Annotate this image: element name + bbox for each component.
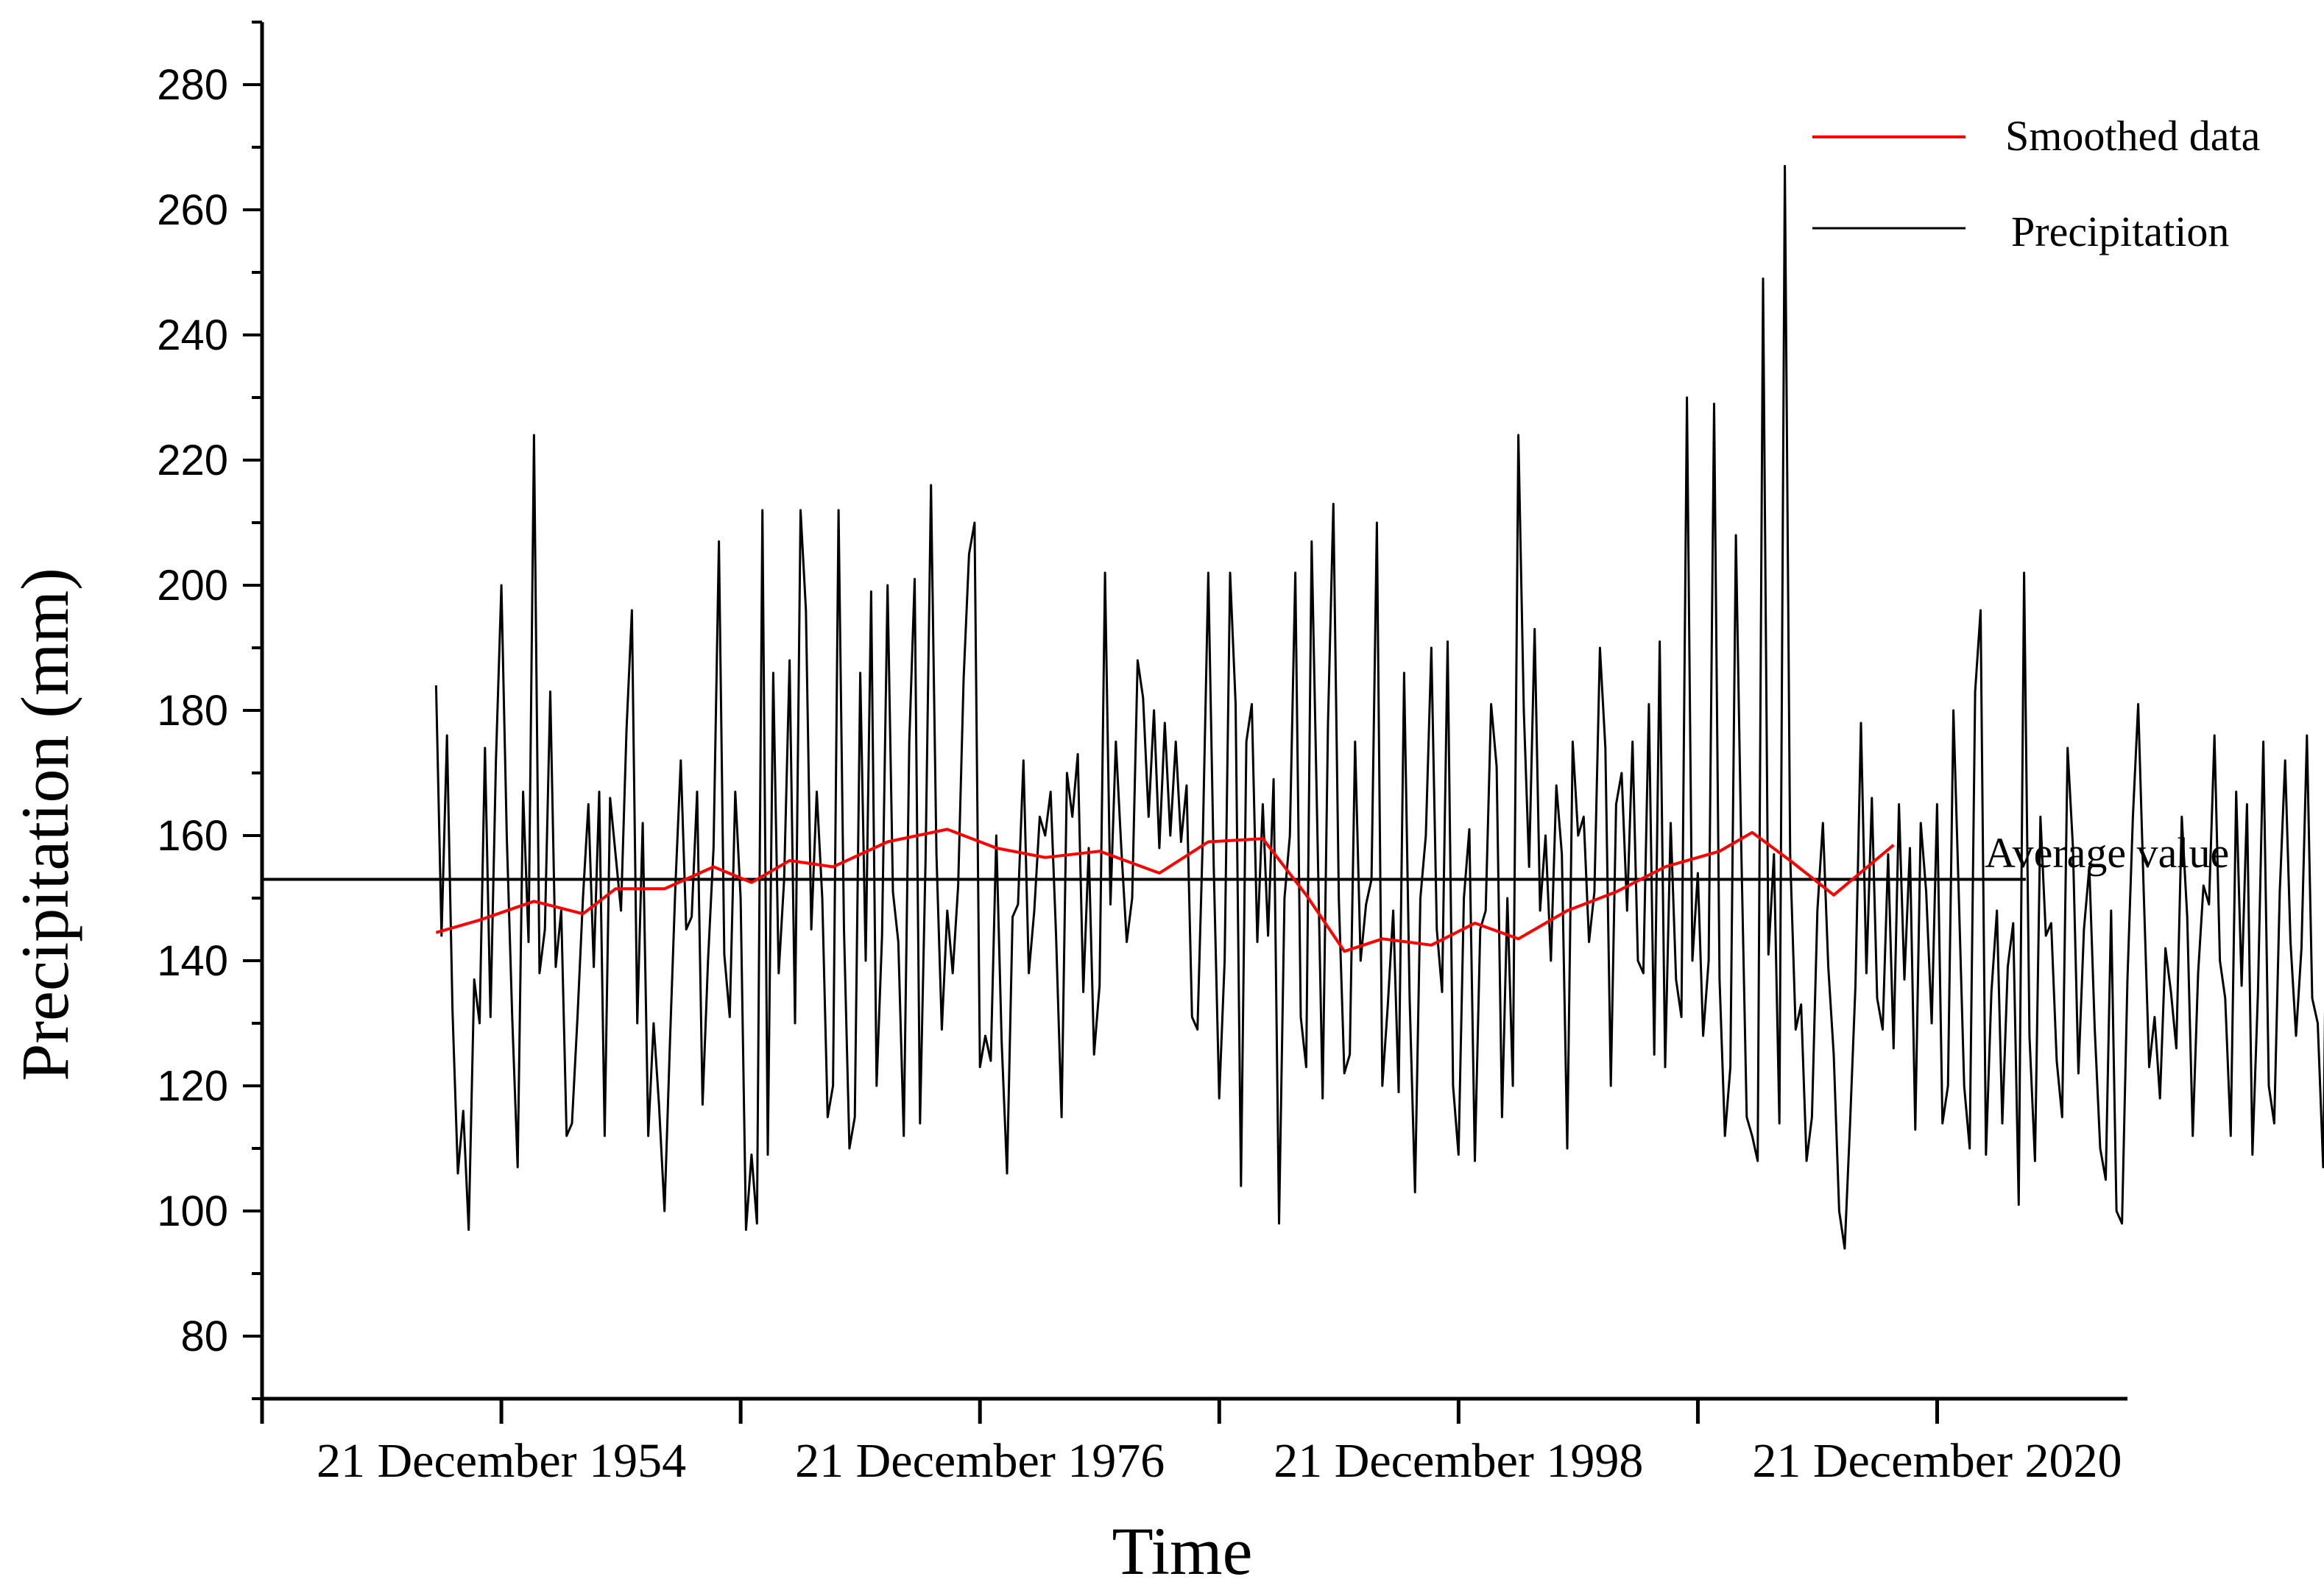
y-axis-title: Precipitation (mm) [7,568,82,1081]
legend-label-smoothed: Smoothed data [2005,112,2260,160]
y-tick-label: 120 [157,1062,228,1110]
legend: Smoothed data Precipitation [1812,112,2260,255]
y-tick-label: 260 [157,186,228,234]
y-tick-label: 240 [157,311,228,359]
x-axis-title: Time [1112,1514,1253,1589]
x-tick-label: 21 December 1954 [317,1434,686,1488]
smoothed-series-line [435,827,1895,953]
y-tick-label: 280 [157,61,228,109]
x-axis: 21 December 1954 21 December 1976 21 Decem… [260,1396,2127,1488]
legend-label-precipitation: Precipitation [2011,208,2229,255]
average-value-label: Average value [1985,829,2229,877]
y-tick-label: 160 [157,812,228,860]
y-axis: 80 100 120 140 160 180 200 220 240 260 280 [157,21,264,1400]
y-tick-label: 220 [157,437,228,484]
y-tick-label: 200 [157,562,228,610]
y-tick-label: 100 [157,1187,228,1235]
y-tick-label: 140 [157,937,228,985]
x-tick-label: 21 December 2020 [1752,1434,2122,1488]
precipitation-series-line [434,165,2324,1250]
y-tick-label: 80 [180,1313,228,1360]
x-tick-label: 21 December 1976 [795,1434,1165,1488]
x-tick-label: 21 December 1998 [1274,1434,1643,1488]
plot-area [262,165,2324,1250]
y-tick-label: 180 [157,687,228,735]
